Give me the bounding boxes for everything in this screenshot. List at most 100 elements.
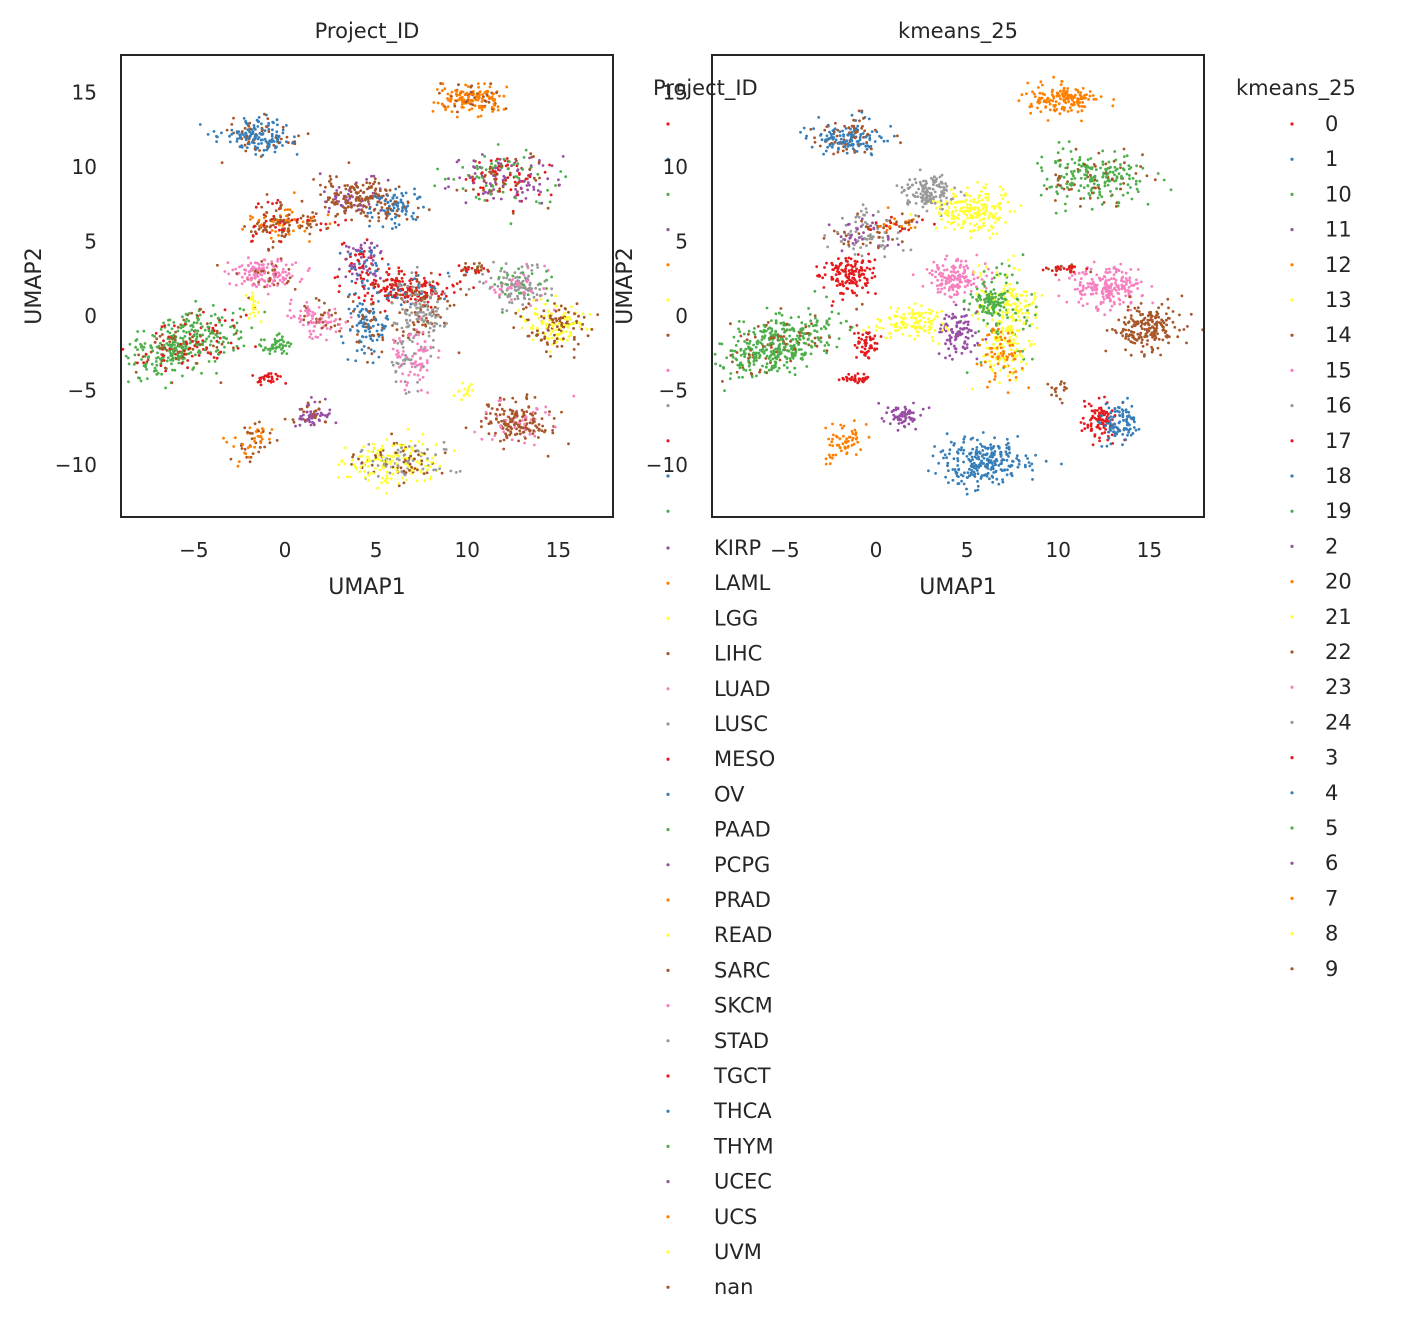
scatter-point: [163, 366, 167, 370]
scatter-point: [494, 291, 497, 294]
scatter-point: [545, 325, 549, 328]
scatter-point: [1079, 176, 1083, 180]
scatter-point: [979, 275, 982, 278]
scatter-point: [267, 247, 270, 251]
scatter-point: [402, 460, 406, 464]
scatter-point: [573, 312, 576, 315]
scatter-point: [372, 315, 376, 319]
scatter-point: [416, 293, 420, 296]
scatter-point: [951, 197, 955, 201]
scatter-point: [262, 216, 266, 220]
scatter-point: [485, 403, 489, 407]
scatter-point: [244, 313, 248, 317]
scatter-point: [195, 316, 199, 320]
scatter-point: [947, 288, 951, 292]
scatter-point: [967, 210, 971, 214]
scatter-point: [522, 410, 526, 414]
scatter-point: [1064, 209, 1067, 213]
scatter-point: [484, 184, 488, 188]
legend-entry: MESO: [714, 747, 775, 771]
scatter-point: [457, 389, 461, 393]
scatter-point: [281, 270, 285, 274]
scatter-point: [953, 293, 956, 296]
scatter-point: [396, 349, 399, 352]
scatter-point: [365, 308, 369, 312]
scatter-point: [955, 216, 958, 219]
scatter-point: [309, 414, 313, 417]
scatter-point: [281, 280, 284, 284]
scatter-point: [525, 280, 529, 284]
scatter-point: [482, 267, 486, 270]
scatter-point: [272, 223, 275, 227]
scatter-point: [235, 272, 239, 275]
scatter-point: [523, 276, 527, 280]
scatter-point: [549, 332, 553, 336]
scatter-point: [357, 321, 361, 325]
scatter-point: [405, 217, 409, 221]
scatter-point: [377, 219, 381, 223]
scatter-point: [397, 481, 401, 485]
scatter-point: [472, 286, 475, 289]
x-axis-label: UMAP1: [328, 575, 405, 600]
scatter-point: [930, 273, 934, 277]
scatter-point: [250, 437, 254, 441]
scatter-point: [844, 234, 848, 238]
scatter-point: [958, 200, 962, 204]
scatter-point: [415, 313, 419, 317]
scatter-point: [474, 270, 478, 274]
scatter-point: [371, 301, 375, 304]
scatter-point: [461, 166, 465, 169]
scatter-point: [248, 312, 252, 316]
scatter-point: [480, 105, 483, 109]
scatter-point: [159, 362, 163, 365]
scatter-point: [383, 479, 387, 483]
scatter-point: [381, 225, 385, 229]
scatter-point: [420, 290, 424, 293]
scatter-point: [977, 215, 981, 218]
scatter-point: [572, 327, 575, 330]
scatter-point: [922, 193, 925, 197]
scatter-point: [343, 462, 347, 466]
scatter-point: [883, 231, 887, 234]
scatter-point: [319, 414, 322, 418]
scatter-point: [347, 161, 351, 165]
scatter-point: [498, 94, 501, 98]
scatter-point: [404, 478, 408, 482]
scatter-point: [855, 280, 858, 284]
scatter-point: [287, 272, 291, 275]
scatter-point: [1082, 105, 1086, 108]
scatter-point: [1080, 109, 1084, 113]
scatter-point: [337, 476, 340, 479]
scatter-point: [484, 173, 487, 177]
scatter-point: [477, 192, 480, 196]
scatter-point: [391, 465, 395, 469]
scatter-point: [939, 290, 942, 294]
scatter-point: [248, 121, 252, 125]
scatter-point: [1088, 90, 1092, 93]
scatter-point: [827, 137, 831, 141]
scatter-point: [436, 300, 439, 304]
scatter-point: [1097, 186, 1101, 190]
scatter-point: [371, 324, 375, 328]
scatter-point: [237, 337, 241, 341]
scatter-point: [525, 393, 529, 397]
scatter-point: [983, 203, 987, 207]
scatter-point: [429, 285, 433, 289]
scatter-point: [494, 181, 497, 184]
scatter-point: [350, 279, 354, 283]
scatter-point: [216, 263, 219, 267]
scatter-point: [369, 326, 373, 330]
scatter-point: [557, 322, 561, 325]
scatter-point: [196, 329, 200, 333]
scatter-point: [242, 344, 246, 348]
scatter-point: [320, 326, 324, 330]
legend-entry: UCEC: [714, 1170, 772, 1194]
scatter-point: [1138, 179, 1142, 183]
scatter-point: [305, 410, 309, 414]
scatter-point: [468, 176, 472, 180]
scatter-point: [553, 302, 556, 305]
scatter-point: [1075, 100, 1079, 104]
scatter-point: [409, 454, 413, 458]
scatter-point: [280, 352, 284, 355]
scatter-point: [267, 379, 270, 383]
